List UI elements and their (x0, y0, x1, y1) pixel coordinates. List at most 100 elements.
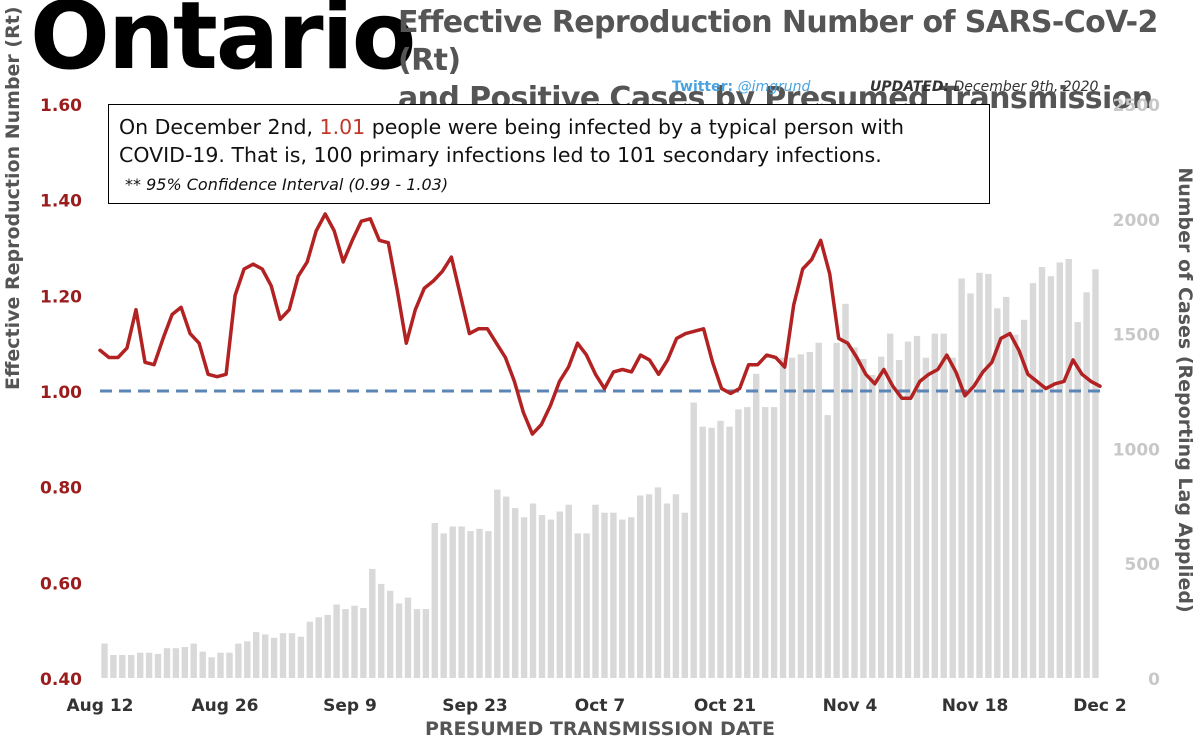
case-bar (315, 617, 322, 678)
case-bar (181, 647, 188, 678)
case-bar (574, 533, 581, 678)
region-title: Ontario (30, 0, 416, 91)
case-bar (610, 512, 617, 678)
case-bar (378, 583, 385, 678)
case-bar (994, 308, 1001, 678)
case-bar (878, 356, 885, 678)
x-axis-tick-label: Aug 26 (191, 696, 258, 716)
case-bar (1056, 262, 1063, 678)
x-axis-tick-label: Dec 2 (1073, 696, 1126, 716)
case-bar (958, 278, 965, 678)
case-bar (904, 341, 912, 678)
case-bar (967, 293, 974, 678)
left-axis-tick-label: 0.60 (40, 574, 82, 594)
annotation-text: On December 2nd, 1.01 people were being … (119, 113, 979, 169)
case-bar (431, 523, 438, 678)
rt-line (98, 212, 1102, 436)
right-axis-tick-label: 1000 (1113, 440, 1160, 460)
left-axis-tick-label: 0.80 (40, 479, 82, 499)
case-bar (1038, 267, 1046, 678)
case-bar (851, 347, 858, 678)
case-bar (744, 407, 751, 678)
right-axis-tick-label: 2500 (1113, 96, 1160, 116)
case-bar (547, 519, 555, 678)
right-axis-tick-label: 2000 (1113, 211, 1160, 231)
case-bar (1020, 319, 1028, 678)
case-bar (1029, 283, 1037, 678)
case-bar (654, 487, 662, 678)
twitter-credit: Twitter: @imgrund (672, 79, 810, 95)
case-bar (1074, 322, 1081, 678)
case-bar (440, 533, 447, 678)
annotation-text-after: people were being infected by a typical … (119, 115, 904, 167)
left-axis-ticks: 1.60 1.40 1.20 1.00 0.80 0.60 0.40 (40, 96, 82, 690)
twitter-handle[interactable]: @imgrund (737, 79, 811, 95)
case-bar (324, 614, 331, 678)
case-bar (512, 508, 519, 678)
case-bar (101, 643, 108, 678)
case-bar (404, 597, 412, 678)
case-bar (708, 427, 715, 678)
case-bar (753, 373, 760, 678)
left-axis-tick-label: 1.40 (40, 192, 82, 212)
case-bar (940, 333, 947, 678)
left-axis-tick-label: 1.60 (40, 96, 82, 116)
annotation-highlight-value: 1.01 (319, 115, 366, 139)
case-bar (833, 342, 840, 678)
case-bar (931, 333, 938, 678)
case-bar (422, 609, 430, 678)
case-bar (351, 605, 358, 678)
case-bar (306, 621, 313, 678)
case-bar (699, 426, 706, 678)
case-bar (690, 402, 697, 678)
case-bar (1083, 292, 1090, 678)
case-bar (770, 407, 778, 678)
case-bar (128, 655, 135, 678)
case-bar (663, 503, 671, 678)
case-bar (1003, 296, 1010, 678)
case-bar (110, 655, 117, 678)
case-bar (672, 494, 680, 678)
right-axis-tick-label: 1500 (1113, 326, 1160, 346)
case-bar (1092, 269, 1099, 678)
case-bar (208, 657, 215, 678)
case-bar (797, 354, 805, 678)
case-bar (137, 652, 144, 678)
case-bar (333, 604, 340, 678)
case-bar (297, 636, 305, 678)
case-bar (1012, 334, 1019, 678)
case-bar (913, 335, 921, 678)
case-bar (681, 512, 688, 678)
x-axis-tick-label: Oct 7 (575, 696, 625, 716)
x-axis-tick-label: Nov 18 (942, 696, 1009, 716)
right-axis-tick-label: 500 (1125, 555, 1161, 575)
case-bar (199, 651, 206, 678)
case-bar (145, 652, 153, 678)
case-bar (583, 533, 590, 678)
case-bar (190, 643, 197, 678)
x-axis-tick-label: Nov 4 (823, 696, 878, 716)
case-bar (619, 519, 626, 678)
left-axis-tick-label: 1.00 (40, 383, 82, 403)
case-bar (342, 609, 349, 678)
twitter-label: Twitter: (672, 79, 734, 95)
case-bar (244, 641, 251, 678)
right-axis-label: Number of Cases (Reporting Lag Applied) (1174, 167, 1196, 613)
annotation-box: On December 2nd, 1.01 people were being … (108, 104, 990, 204)
case-bar (869, 374, 876, 678)
case-bar (860, 358, 867, 678)
case-bar (529, 503, 537, 678)
case-bar (1065, 259, 1072, 678)
left-axis-label: Effective Reproduction Number (Rt) (2, 6, 24, 391)
case-bar (735, 409, 742, 678)
case-bars (101, 259, 1099, 678)
case-bar (387, 590, 394, 678)
case-bar (154, 653, 162, 678)
case-bar (842, 303, 849, 678)
x-axis-ticks: Aug 12 Aug 26 Sep 9 Sep 23 Oct 7 Oct 21 Nov 4 N… (66, 696, 1126, 716)
case-bar (806, 352, 813, 678)
case-bar (895, 360, 903, 678)
case-bar (163, 648, 171, 678)
case-bar (369, 568, 376, 678)
